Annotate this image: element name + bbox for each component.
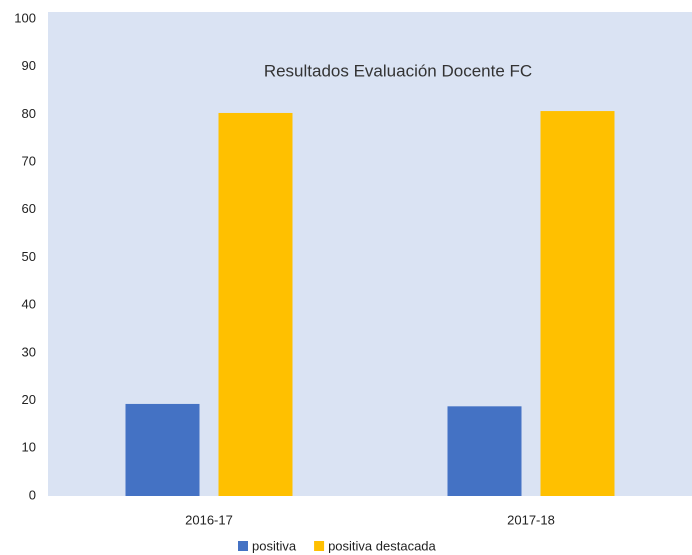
y-tick-label: 10 (22, 440, 36, 455)
y-tick-label: 30 (22, 344, 36, 359)
y-tick-label: 50 (22, 249, 36, 264)
y-tick-label: 20 (22, 392, 36, 407)
y-tick-label: 40 (22, 297, 36, 312)
y-tick-label: 80 (22, 106, 36, 121)
legend-label: positiva (252, 538, 297, 553)
x-tick-label: 2016-17 (185, 512, 233, 527)
bar (218, 112, 293, 497)
y-tick-label: 0 (29, 487, 36, 502)
legend-swatch (314, 541, 325, 551)
chart-title: Resultados Evaluación Docente FC (264, 61, 532, 80)
y-tick-label: 60 (22, 201, 36, 216)
bar (447, 406, 522, 496)
bar (125, 403, 200, 496)
y-tick-label: 90 (22, 58, 36, 73)
legend-swatch (238, 541, 248, 551)
x-tick-label: 2017-18 (507, 512, 555, 527)
legend-label: positiva destacada (328, 538, 436, 553)
y-tick-label: 70 (22, 154, 36, 169)
bar (540, 111, 615, 496)
y-tick-label: 100 (14, 10, 36, 25)
